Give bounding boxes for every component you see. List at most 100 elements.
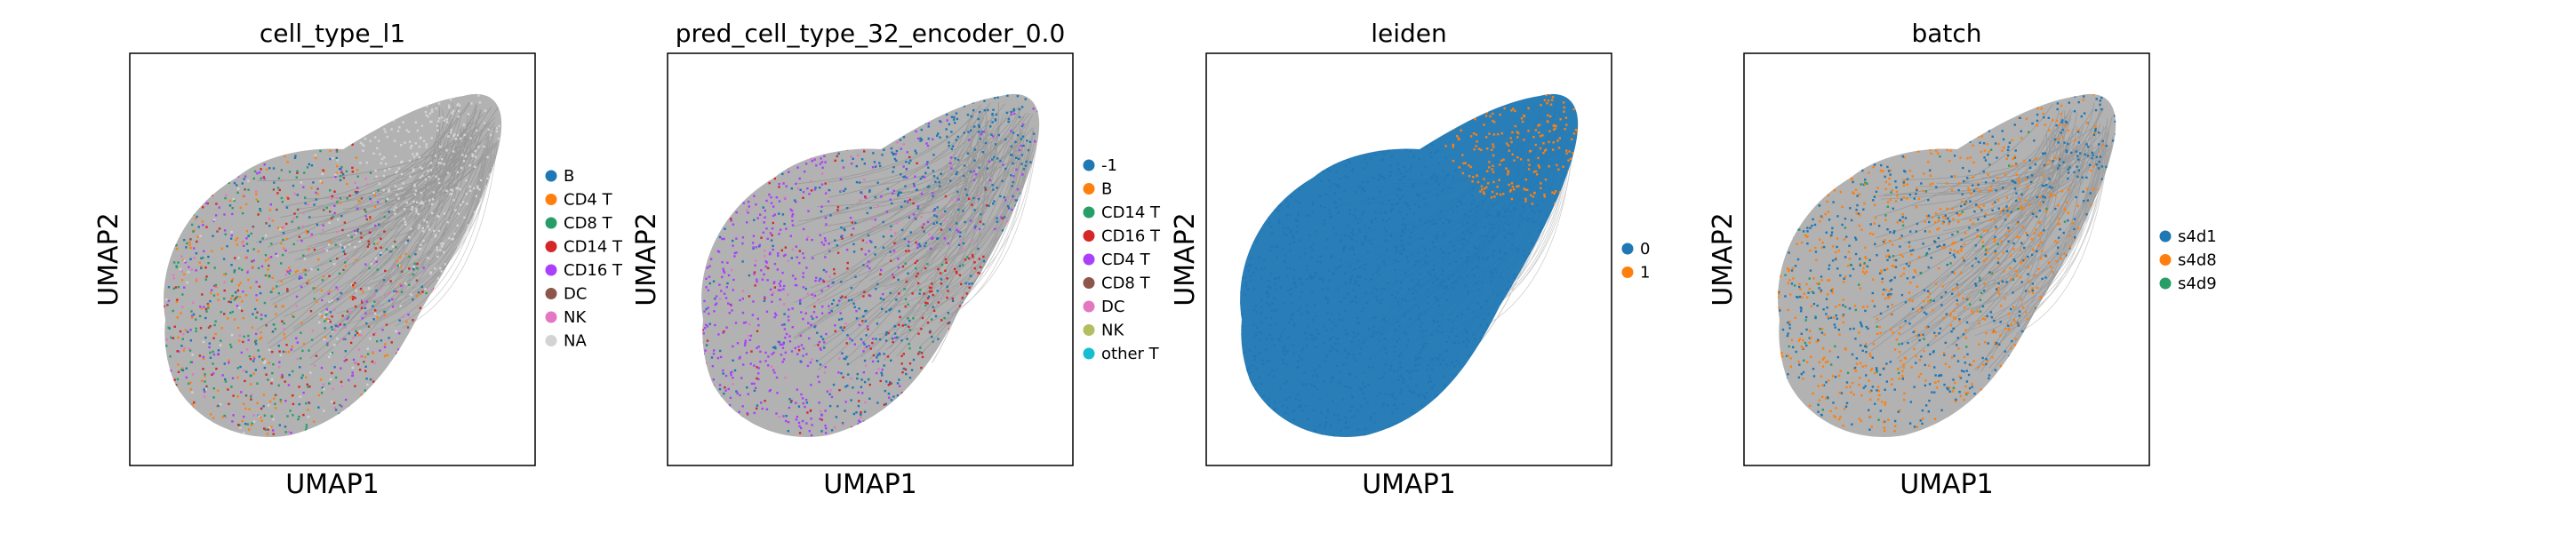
scatter-point	[339, 298, 341, 300]
scatter-point	[452, 109, 455, 112]
scatter-point	[724, 386, 726, 389]
scatter-point	[280, 196, 284, 200]
scatter-point	[863, 290, 866, 293]
scatter-point	[852, 251, 856, 253]
scatter-point	[394, 265, 396, 268]
scatter-point	[748, 322, 751, 326]
scatter-point	[760, 236, 763, 239]
scatter-point	[1022, 144, 1025, 147]
scatter-point	[342, 268, 345, 271]
scatter-point	[932, 195, 934, 197]
scatter-point	[192, 313, 196, 316]
scatter-point	[172, 287, 175, 290]
scatter-point	[355, 290, 357, 292]
scatter-point	[851, 339, 853, 342]
scatter-point	[1576, 129, 1579, 131]
scatter-point	[329, 311, 332, 314]
scatter-point	[415, 154, 419, 156]
scatter-point	[437, 229, 440, 233]
scatter-point	[208, 342, 211, 345]
scatter-point	[421, 203, 425, 205]
scatter-point	[708, 282, 711, 285]
scatter-point	[718, 387, 722, 391]
scatter-point	[867, 260, 870, 263]
scatter-point	[1004, 167, 1007, 171]
scatter-point	[925, 163, 928, 166]
scatter-point	[1026, 139, 1028, 142]
scatter-point	[723, 237, 725, 241]
scatter-point	[320, 289, 324, 292]
scatter-point	[356, 228, 359, 231]
scatter-point	[907, 244, 909, 247]
scatter-point	[992, 135, 995, 138]
scatter-point	[341, 314, 344, 317]
scatter-point	[782, 288, 785, 290]
scatter-point	[897, 266, 900, 269]
scatter-point	[259, 291, 262, 295]
scatter-point	[363, 305, 365, 307]
scatter-point	[977, 197, 980, 201]
scatter-point	[841, 352, 844, 354]
scatter-point	[276, 192, 279, 195]
scatter-point	[395, 171, 397, 174]
scatter-point	[322, 224, 324, 227]
scatter-point	[1262, 362, 1265, 366]
scatter-point	[915, 188, 918, 192]
scatter-point	[790, 400, 793, 402]
scatter-point	[909, 231, 912, 234]
scatter-point	[913, 217, 916, 220]
legend-entry: CD16 T	[1101, 227, 1161, 246]
scatter-point	[1434, 235, 1436, 238]
scatter-point	[1471, 180, 1474, 183]
scatter-point	[1272, 375, 1276, 378]
scatter-point	[169, 355, 172, 358]
scatter-point	[706, 339, 709, 342]
legend-entry: CD8 T	[564, 214, 613, 233]
scatter-point	[872, 152, 875, 155]
scatter-point	[897, 323, 900, 326]
scatter-point	[977, 195, 980, 198]
scatter-point	[1246, 370, 1249, 372]
scatter-point	[832, 281, 835, 284]
scatter-point	[336, 338, 339, 340]
scatter-point	[236, 187, 240, 190]
scatter-point	[202, 357, 205, 360]
scatter-point	[1483, 318, 1485, 321]
scatter-point	[1361, 213, 1364, 216]
scatter-point	[434, 267, 436, 270]
scatter-point	[183, 259, 186, 262]
scatter-point	[220, 247, 223, 250]
scatter-point	[204, 388, 207, 391]
scatter-point	[336, 298, 340, 300]
scatter-point	[1534, 129, 1537, 131]
scatter-point	[890, 225, 892, 227]
scatter-point	[819, 347, 821, 350]
scatter-point	[296, 341, 299, 344]
scatter-point	[868, 345, 870, 347]
scatter-point	[769, 232, 772, 235]
scatter-point	[292, 243, 295, 246]
scatter-point	[255, 298, 259, 302]
scatter-point	[257, 250, 260, 253]
scatter-point	[321, 386, 324, 389]
scatter-point	[843, 357, 845, 360]
scatter-point	[308, 402, 311, 404]
scatter-point	[771, 353, 773, 355]
scatter-point	[448, 237, 451, 240]
scatter-point	[964, 220, 966, 224]
scatter-point	[714, 303, 716, 306]
scatter-point	[1475, 210, 1477, 213]
scatter-point	[884, 310, 888, 314]
scatter-point	[770, 196, 772, 199]
scatter-point	[360, 355, 363, 358]
scatter-point	[373, 294, 376, 297]
legend-marker	[1083, 253, 1095, 266]
scatter-point	[866, 211, 868, 215]
scatter-point	[802, 196, 804, 199]
scatter-point	[794, 283, 797, 287]
scatter-point	[252, 259, 255, 262]
scatter-point	[210, 291, 212, 295]
scatter-point	[1018, 148, 1021, 152]
scatter-point	[1516, 155, 1519, 159]
scatter-point	[898, 385, 901, 387]
